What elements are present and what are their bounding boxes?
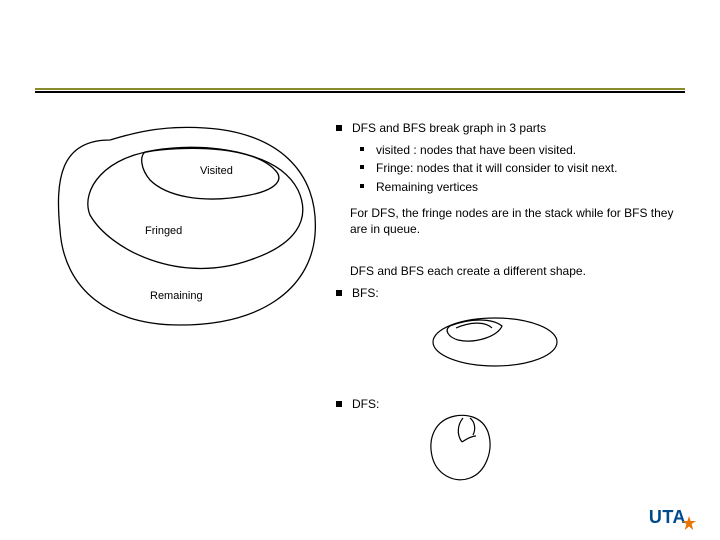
square-bullet-small-icon [360, 147, 364, 151]
bfs-illustration [420, 310, 570, 379]
label-visited: Visited [200, 165, 233, 177]
partition-diagram: Visited Fringed Remaining [50, 120, 350, 340]
note-2: DFS and BFS each create a different shap… [350, 263, 690, 279]
content-row: Visited Fringed Remaining DFS and BFS br… [50, 120, 690, 418]
bullet-sub-c: Remaining vertices [360, 179, 690, 195]
title-rule-accent [35, 88, 685, 90]
partition-svg [50, 120, 350, 340]
bullet-main-2: BFS: [336, 285, 690, 301]
label-remaining: Remaining [150, 290, 203, 302]
note-1: For DFS, the fringe nodes are in the sta… [350, 205, 690, 237]
bullet-main-2-text: BFS: [352, 286, 379, 300]
logo-letter-t: T [662, 507, 672, 527]
dfs-illustration [420, 408, 510, 493]
bullet-main-3: DFS: [336, 396, 690, 412]
square-bullet-icon [336, 401, 342, 407]
logo: UTA [649, 507, 700, 528]
bullet-sub-b: Fringe: nodes that it will consider to v… [360, 160, 690, 176]
square-bullet-small-icon [360, 184, 364, 188]
label-fringed: Fringed [145, 225, 182, 237]
bullet-sub-b-text: Fringe: nodes that it will consider to v… [376, 161, 617, 175]
square-bullet-small-icon [360, 165, 364, 169]
logo-letter-u: U [649, 507, 663, 527]
logo-letter-a: A [673, 507, 701, 527]
bullet-main-1-text: DFS and BFS break graph in 3 parts [352, 121, 546, 135]
bullet-sub-a: visited : nodes that have been visited. [360, 142, 690, 158]
title-rule-main [35, 91, 685, 93]
bullet-main-3-text: DFS: [352, 397, 379, 411]
bullet-sub-a-text: visited : nodes that have been visited. [376, 143, 576, 157]
logo-star-poly [682, 516, 696, 530]
square-bullet-icon [336, 290, 342, 296]
square-bullet-icon [336, 125, 342, 131]
logo-star-icon [686, 510, 700, 524]
bullet-sub-c-text: Remaining vertices [376, 180, 478, 194]
bullet-main-1: DFS and BFS break graph in 3 parts [336, 120, 690, 136]
